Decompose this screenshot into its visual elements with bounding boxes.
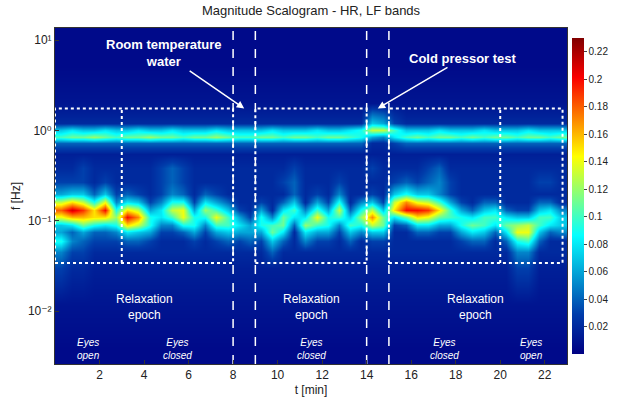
svg-text:4: 4: [141, 368, 148, 382]
svg-text:Room temperaturewater: Room temperaturewater: [106, 37, 222, 69]
svg-text:f [Hz]: f [Hz]: [9, 182, 23, 210]
svg-text:8: 8: [230, 368, 237, 382]
svg-text:Relaxationepoch: Relaxationepoch: [116, 292, 173, 322]
svg-text:22: 22: [538, 368, 552, 382]
svg-text:0.12: 0.12: [589, 184, 609, 195]
svg-text:Eyesclosed: Eyesclosed: [297, 337, 326, 361]
svg-text:Relaxationepoch: Relaxationepoch: [283, 292, 340, 322]
svg-text:0.2: 0.2: [589, 74, 603, 85]
svg-text:0.18: 0.18: [589, 101, 609, 112]
svg-text:14: 14: [360, 368, 374, 382]
svg-text:Eyesclosed: Eyesclosed: [163, 337, 192, 361]
svg-text:0.14: 0.14: [589, 156, 609, 167]
svg-text:12: 12: [315, 368, 329, 382]
svg-text:Relaxationepoch: Relaxationepoch: [447, 292, 504, 322]
svg-text:0.06: 0.06: [589, 266, 609, 277]
svg-text:0.08: 0.08: [589, 239, 609, 250]
svg-text:0.22: 0.22: [589, 46, 609, 57]
svg-text:Eyesclosed: Eyesclosed: [430, 337, 459, 361]
svg-text:0.04: 0.04: [589, 294, 609, 305]
svg-text:0.1: 0.1: [589, 211, 603, 222]
svg-text:t [min]: t [min]: [295, 383, 328, 397]
svg-text:10⁻²: 10⁻²: [28, 304, 52, 318]
svg-text:6: 6: [185, 368, 192, 382]
svg-text:10: 10: [271, 368, 285, 382]
svg-text:10⁰: 10⁰: [33, 124, 51, 138]
svg-text:10⁻¹: 10⁻¹: [28, 214, 52, 228]
svg-text:Cold pressor test: Cold pressor test: [409, 51, 517, 66]
svg-text:2: 2: [96, 368, 103, 382]
svg-text:0.16: 0.16: [589, 129, 609, 140]
svg-text:Eyesopen: Eyesopen: [77, 337, 100, 361]
svg-text:18: 18: [449, 368, 463, 382]
svg-text:20: 20: [494, 368, 508, 382]
svg-text:Magnitude Scalogram - HR, LF b: Magnitude Scalogram - HR, LF bands: [202, 3, 421, 18]
svg-text:0.02: 0.02: [589, 321, 609, 332]
svg-text:10¹: 10¹: [34, 33, 51, 47]
svg-text:Eyesopen: Eyesopen: [520, 337, 543, 361]
svg-text:16: 16: [404, 368, 418, 382]
